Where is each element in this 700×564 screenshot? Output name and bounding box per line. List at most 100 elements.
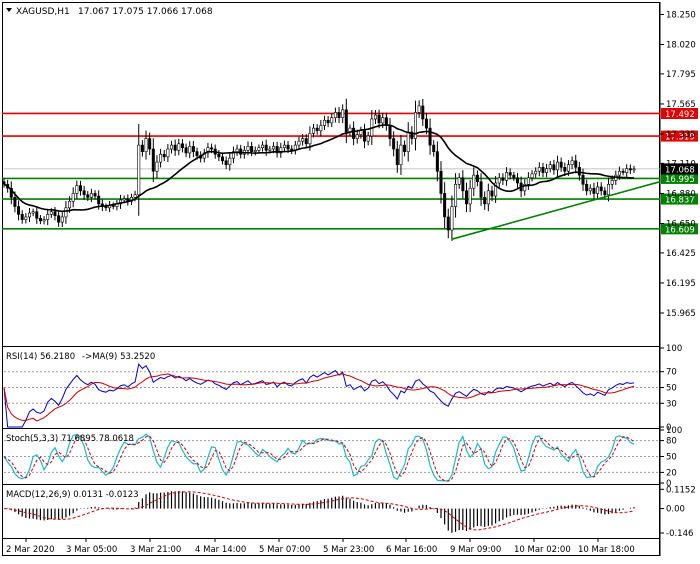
candle-body: [421, 105, 425, 120]
candle-body: [381, 117, 385, 124]
candle-body: [253, 150, 257, 152]
candle-body: [450, 206, 454, 231]
candle-body: [475, 174, 479, 182]
candle-body: [9, 187, 13, 198]
candle-body: [548, 164, 552, 169]
time-tick-label: 9 Mar 09:00: [450, 545, 501, 555]
candle-body: [17, 206, 21, 215]
level-label-box: [661, 193, 698, 205]
candle-body: [545, 168, 549, 173]
time-tick-label: 10 Mar 18:00: [578, 545, 635, 555]
candle-body: [494, 182, 498, 197]
candle-body: [286, 144, 290, 150]
candle-body: [71, 193, 75, 202]
candle-body: [570, 160, 574, 166]
candle-body: [363, 130, 367, 142]
candle-body: [610, 180, 614, 185]
candle-body: [166, 148, 170, 158]
time-tick-label: 3 Mar 05:00: [66, 545, 117, 555]
time-tick-label: 6 Mar 16:00: [386, 545, 437, 555]
candle-body: [512, 174, 516, 179]
candle-body: [435, 151, 439, 172]
dropdown-triangle-icon[interactable]: [6, 8, 12, 12]
level-label: 17.492: [665, 110, 695, 120]
indicator-tick-label: 0: [666, 423, 671, 433]
candle-body: [505, 172, 509, 181]
indicator-tick-label: 50: [666, 384, 677, 394]
support-trendline: [451, 180, 661, 240]
rsi-panel: 100 70 50 30 0: [3, 344, 682, 433]
candle-body: [428, 127, 432, 146]
candle-body: [392, 138, 396, 150]
candle-body: [617, 170, 621, 176]
candle-body: [275, 146, 279, 154]
indicator-tick-label: 0.1152: [666, 485, 696, 495]
candle-body: [574, 160, 578, 168]
candle-body: [297, 140, 301, 146]
candle-body: [534, 170, 538, 175]
candle-body: [395, 148, 399, 166]
candle-body: [220, 156, 224, 162]
candle-body: [621, 170, 625, 173]
level-label: 17.319: [665, 133, 695, 143]
candle-body: [53, 211, 57, 216]
candle-body: [304, 138, 308, 145]
candle-body: [180, 143, 184, 149]
candle-body: [264, 144, 268, 151]
level-label: 16.995: [665, 175, 695, 185]
macd-title: MACD(12,26,9) 0.0131 -0.0123: [6, 490, 139, 500]
candle-body: [483, 197, 487, 205]
price-tick-label: 15.965: [666, 309, 696, 319]
candle-body: [596, 186, 600, 194]
candle-body: [337, 112, 341, 118]
candle-body: [486, 190, 490, 205]
candle-body: [155, 161, 159, 172]
candle-body: [140, 144, 144, 152]
candle-body: [24, 216, 28, 220]
candle-body: [541, 167, 545, 173]
candle-body: [341, 109, 345, 118]
candle-body: [566, 164, 570, 172]
candle-body: [82, 190, 86, 196]
stoch-title: Stoch(5,3,3) 71.6895 78.0618: [6, 434, 134, 444]
price-tick-label: 17.110: [666, 159, 696, 169]
indicator-tick-label: -0.146: [666, 529, 693, 539]
candle-body: [151, 148, 155, 172]
candle-body: [377, 114, 381, 124]
current-price-label: 17.068: [665, 165, 695, 175]
candle-body: [235, 148, 239, 152]
indicator-tick-label: 30: [666, 399, 677, 409]
candle-body: [49, 211, 53, 215]
indicator-tick-label: 50: [666, 453, 677, 463]
candle-body: [308, 133, 312, 145]
candle-body: [599, 186, 603, 192]
candle-body: [312, 127, 316, 134]
indicator-tick-label: 100: [666, 426, 682, 436]
indicator-tick-label: 0.00: [666, 505, 685, 515]
ohlc-readout: 17.067 17.075 17.066 17.068: [78, 7, 213, 17]
candle-body: [322, 119, 326, 126]
candle-body: [75, 185, 79, 194]
candle-body: [530, 173, 534, 179]
price-tick-label: 16.425: [666, 249, 696, 259]
level-label: 16.837: [665, 196, 695, 206]
candle-body: [42, 219, 46, 222]
candle-body: [319, 125, 323, 132]
price-panel: 17.492 17.319 16.995 16.837 16.609 17.068: [2, 98, 698, 241]
candle-body: [271, 146, 275, 150]
price-tick-label: 17.795: [666, 70, 696, 80]
candle-body: [454, 183, 458, 207]
candle-body: [162, 153, 166, 158]
candle-body: [537, 167, 541, 172]
time-tick-label: 2 Mar 2020: [6, 545, 54, 555]
candle-body: [508, 172, 512, 176]
candle-body: [446, 216, 450, 231]
candle-body: [191, 146, 195, 152]
candle-body: [301, 138, 305, 142]
axes: 18.250 18.020 17.795 17.565 17.335 17.110 16.8…: [6, 10, 696, 555]
candle-body: [246, 146, 250, 151]
indicator-tick-label: 70: [666, 368, 677, 378]
current-price-box: [661, 163, 698, 175]
candle-body: [38, 217, 42, 222]
candle-body: [359, 130, 363, 135]
